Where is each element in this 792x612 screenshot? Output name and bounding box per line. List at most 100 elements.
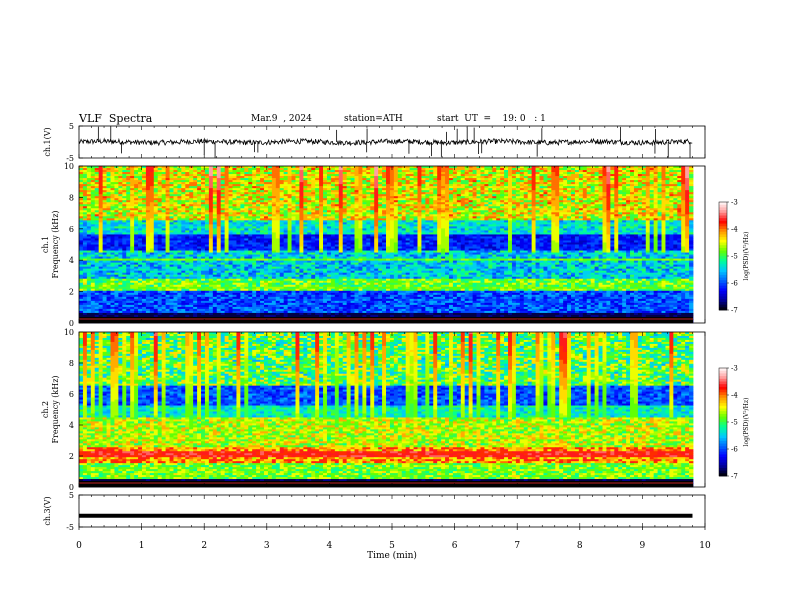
spectrogram-cell [417,186,422,189]
spectrogram-cell [626,180,631,183]
spectrogram-cell [358,180,363,183]
spectrogram-cell [220,202,226,205]
spectrogram-cell [208,184,214,187]
spectrogram-cell [177,188,182,191]
spectrogram-cell [389,174,395,177]
spectrogram-cell [382,170,387,173]
spectrogram-cell [547,182,552,185]
spectrogram-cell [338,172,344,175]
spectrogram-cell [271,198,277,201]
spectrogram-cell [319,192,324,195]
spectrogram-cell [118,166,123,169]
spectrogram-cell [291,198,296,201]
spectrogram-cell [689,182,694,185]
spectrogram-cell [319,178,324,181]
spectrogram-cell [263,176,269,179]
spectrogram-cell [445,200,450,203]
spectrogram-cell [86,198,92,201]
spectrogram-cell [535,200,540,203]
spectrogram-cell [559,186,564,189]
spectrogram-cell [649,186,655,189]
spectrogram-cell [551,182,560,185]
spectrogram-cell [114,196,123,199]
spectrogram-cell [559,184,564,187]
spectrogram-cell [161,184,174,187]
spectrogram-cell [637,190,643,193]
spectrogram-cell [197,186,202,189]
spectrogram-cell [216,196,222,199]
spectrogram-cell [79,188,84,191]
spectrogram-cell [256,186,261,189]
spectrogram-cell [370,198,375,201]
spectrogram-cell [602,182,607,185]
spectrogram-cell [358,168,363,171]
spectrogram-cell [374,178,379,181]
spectrogram-cell [523,166,529,169]
spectrogram-cell [622,178,627,181]
spectrogram-cell [208,168,214,171]
spectrogram-cell [98,200,104,203]
spectrogram-cell [472,182,477,185]
spectrogram-cell [523,170,529,173]
spectrogram-cell [401,192,407,195]
spectrogram-cell [141,178,147,181]
spectrogram-cell [216,190,222,193]
spectrogram-cell [177,192,182,195]
start-time-label: start UT = 19: 0 : 1 [437,114,546,124]
spectrogram-cell [382,180,387,183]
spectrogram-cell [197,172,202,175]
spectrogram-cell [279,174,285,177]
spectrogram-cell [492,168,497,171]
spectrogram-cell [193,188,198,191]
spectrogram-cell [114,194,119,197]
spectrogram-cell [338,174,344,177]
spectrogram-cell [326,176,332,179]
spectrogram-cell [189,192,194,195]
spectrogram-cell [248,200,253,203]
spectrogram-cell [315,182,320,185]
spectrogram-cell [110,174,119,177]
spectrogram-cell [626,172,631,175]
spectrogram-cell [79,198,84,201]
spectrogram-cell [374,172,379,175]
spectrogram-cell [508,192,513,195]
spectrogram-cell [224,168,229,171]
spectrogram-cell [263,196,269,199]
spectrogram-cell [114,176,119,179]
spectrogram-cell [661,190,666,193]
spectrogram-cell [559,200,564,203]
spectrogram-cell [271,184,277,187]
spectrogram-cell [334,166,340,169]
spectrogram-cell [570,192,576,195]
spectrogram-cell [189,172,194,175]
spectrogram-cell [342,192,348,195]
spectrogram-cell [547,200,552,203]
spectrogram-cell [216,202,222,205]
spectrogram-cell [685,184,690,187]
figure-title: VLF Spectra [79,112,152,125]
spectrogram-cell [685,198,690,201]
spectrogram-cell [244,176,249,179]
spectrogram-cell [303,176,308,179]
spectrogram-cell [374,182,379,185]
spectrogram-cell [153,172,163,175]
spectrogram-cell [673,168,682,171]
spectrogram-cell [177,182,182,185]
spectrogram-cell [382,168,387,171]
spectrogram-cell [169,198,174,201]
spectrogram-cell [496,196,505,199]
spectrogram-cell [374,184,379,187]
spectrogram-cell [570,184,580,187]
spectrogram-cell [559,170,568,173]
spectrogram-cell [563,180,568,183]
spectrogram-cell [460,172,466,175]
spectrogram-cell [358,184,363,187]
spectrogram-cell [263,194,273,197]
spectrogram-cell [193,170,198,173]
spectrogram-cell [590,184,599,187]
spectrogram-cell [346,172,351,175]
spectrogram-cell [535,166,540,169]
spectrogram-cell [370,182,375,185]
spectrogram-cell [197,188,202,191]
spectrogram-cell [492,182,497,185]
